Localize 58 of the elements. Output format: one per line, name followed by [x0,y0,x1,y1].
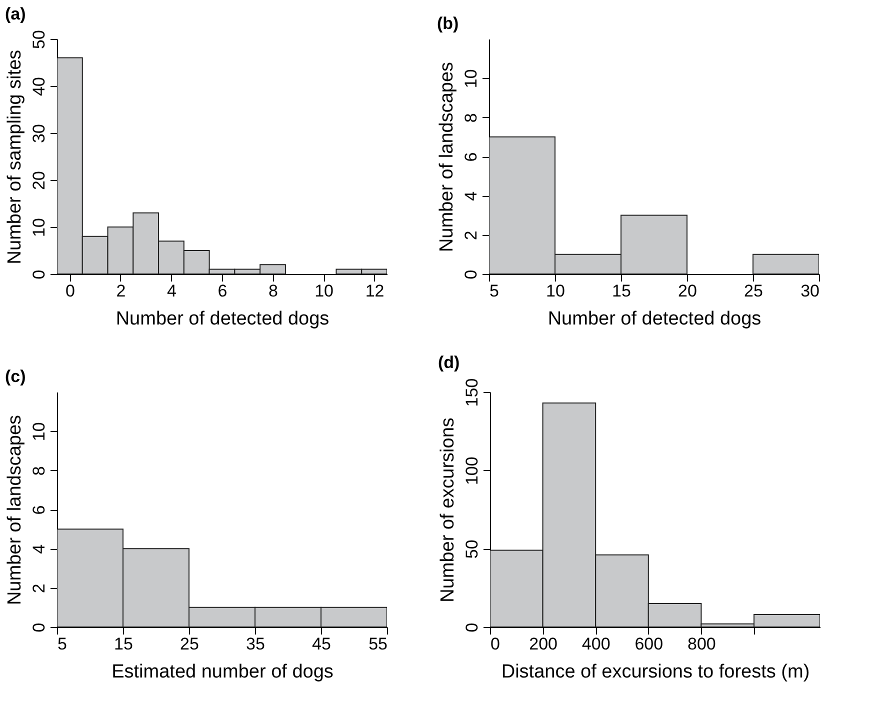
y-tick-label: 6 [462,152,480,162]
x-tick-label: 55 [368,634,388,654]
y-tick-label: 10 [462,69,480,88]
y-tick-label: 30 [30,124,48,143]
chart-title: (b) [437,14,459,33]
x-tick-label: 5 [490,282,499,300]
x-tick-label: 5 [58,634,67,654]
y-tick-label: 0 [30,622,48,632]
y-tick-label: 0 [30,270,48,280]
x-tick-label: 25 [180,634,199,654]
x-axis-title: Number of detected dogs [116,308,330,330]
x-tick-label: 10 [546,282,565,300]
x-tick-label: 20 [678,282,697,300]
y-tick-label: 50 [462,540,482,559]
chart-title: (d) [438,352,460,372]
x-tick-label: 12 [365,282,384,300]
chart-title: (a) [5,4,26,24]
x-tick-label: 800 [688,634,716,654]
x-tick-label: 2 [116,282,126,300]
x-tick-label: 45 [312,634,331,654]
y-tick-label: 50 [30,30,48,49]
y-tick-label: 2 [462,230,480,240]
y-tick-label: 20 [30,171,48,190]
x-tick-label: 35 [246,634,265,654]
y-tick-label: 2 [30,584,48,594]
x-tick-label: 400 [582,634,610,654]
x-tick-label: 0 [490,634,500,654]
y-tick-label: 0 [462,270,480,280]
y-tick-label: 10 [30,218,48,237]
y-axis-title: Number of landscapes [436,62,458,252]
x-tick-label: 30 [800,282,820,300]
y-tick-label: 6 [30,505,48,515]
y-tick-label: 8 [30,466,48,476]
y-axis-title: Number of excursions [438,418,458,602]
x-tick-label: 6 [218,282,228,300]
x-tick-label: 8 [268,282,278,300]
y-tick-label: 8 [462,113,480,123]
x-tick-label: 10 [314,282,334,300]
y-tick-label: 150 [462,378,482,407]
x-tick-label: 200 [529,634,558,654]
x-tick-label: 0 [65,282,75,300]
y-tick-label: 0 [462,622,482,632]
x-tick-label: 25 [744,282,763,300]
y-tick-label: 10 [30,422,48,442]
y-axis-title: Number of landscapes [4,414,26,606]
x-axis-title: Estimated number of dogs [112,662,334,682]
x-tick-label: 600 [634,634,664,654]
y-axis-title: Number of sampling sites [4,50,26,264]
x-axis-title: Number of detected dogs [548,308,762,330]
y-tick-label: 100 [462,456,482,486]
y-tick-label: 4 [462,191,480,201]
x-axis-title: Distance of excursions to forests (m) [501,662,810,682]
y-tick-label: 40 [30,77,48,96]
x-tick-label: 4 [166,282,176,300]
x-tick-label: 15 [612,282,631,300]
x-tick-label: 15 [114,634,133,654]
chart-title: (c) [5,367,26,386]
y-tick-label: 4 [30,544,48,554]
